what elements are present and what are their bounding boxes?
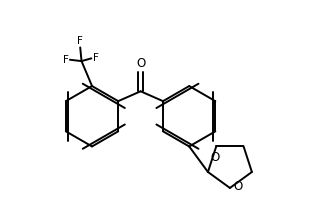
Text: O: O xyxy=(211,151,220,164)
Text: F: F xyxy=(77,36,83,46)
Text: O: O xyxy=(136,57,145,70)
Text: F: F xyxy=(93,53,99,63)
Text: F: F xyxy=(63,55,69,65)
Text: O: O xyxy=(233,180,243,193)
